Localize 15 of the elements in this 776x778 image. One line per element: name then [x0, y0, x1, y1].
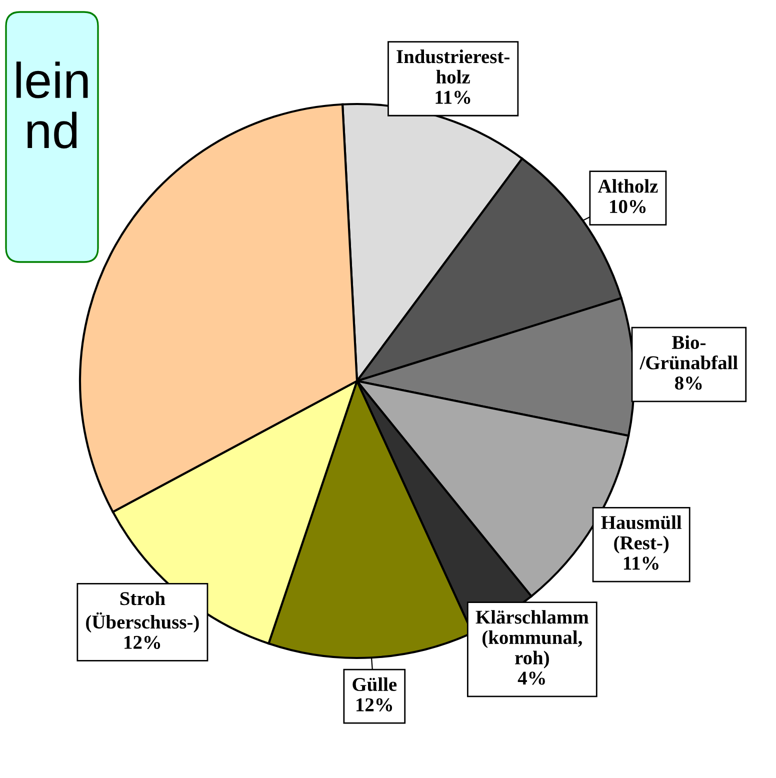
- slice-label: Klärschlamm (kommunal, roh): [476, 610, 589, 668]
- slice-label: Stroh (Überschuss-): [86, 591, 199, 633]
- data-label: 12%: [356, 698, 392, 712]
- data-label: 11%: [436, 90, 470, 104]
- slice-label: Bio- /Grünabfall: [640, 335, 738, 370]
- slice-label: Gülle: [352, 677, 397, 692]
- slice-label: Altholz: [598, 179, 658, 193]
- data-label: 4%: [518, 672, 545, 685]
- data-label: 8%: [675, 376, 702, 390]
- slice-label: Industrierest- holz: [396, 50, 510, 84]
- text: lein nd: [16, 62, 88, 149]
- data-label: 12%: [124, 636, 160, 650]
- data-label: 11%: [624, 556, 658, 570]
- slice-label: Hausmüll (Rest-): [601, 515, 682, 554]
- data-label: 10%: [610, 200, 646, 214]
